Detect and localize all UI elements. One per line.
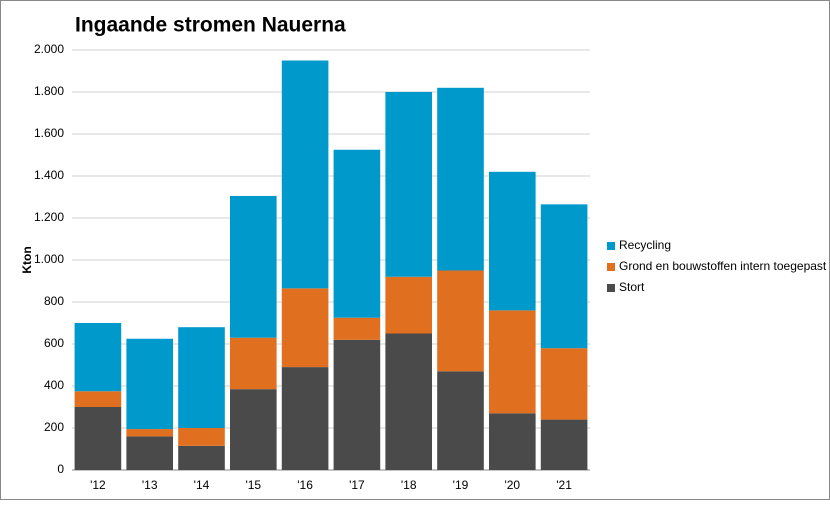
x-tick-label: '15 (245, 478, 261, 492)
bar-segment (540, 419, 588, 470)
bar-segment (333, 149, 381, 318)
y-tick-label: 2.000 (34, 42, 64, 56)
x-tick-label: '19 (453, 478, 469, 492)
y-tick-label: 1.200 (34, 210, 64, 224)
chart-title: Ingaande stromen Nauerna (75, 14, 346, 37)
y-tick-label: 1.800 (34, 84, 64, 98)
y-tick-label: 1.600 (34, 126, 64, 140)
bar-segment (540, 348, 588, 420)
bar-segment (385, 92, 433, 277)
bar-segment (74, 407, 122, 470)
x-tick-label: '16 (297, 478, 313, 492)
bar-segment (178, 445, 225, 470)
y-tick-label: 400 (44, 378, 64, 392)
bar-segment (229, 337, 277, 390)
bar-segment (178, 428, 225, 446)
bar-segment (488, 310, 536, 414)
y-tick-label: 1.400 (34, 168, 64, 182)
bar-segment (488, 171, 536, 311)
bar-segment (281, 367, 329, 470)
x-tick-label: '18 (401, 478, 417, 492)
legend-label: Recycling (619, 238, 671, 252)
y-axis-label: Kton (20, 246, 34, 273)
y-tick-label: 800 (44, 294, 64, 308)
bar-segment (333, 317, 381, 340)
y-tick-label: 1.000 (34, 252, 64, 266)
bar-segment (126, 436, 174, 470)
bar-segment (126, 429, 174, 437)
x-tick-label: '20 (504, 478, 520, 492)
bar-segment (178, 327, 225, 428)
bar-segment (385, 276, 433, 334)
bar-segment (333, 339, 381, 470)
legend-label: Grond en bouwstoffen intern toegepast (619, 259, 827, 273)
bar-segment (74, 323, 122, 392)
legend-swatch (607, 263, 615, 271)
bar-segment (229, 195, 277, 338)
y-tick-label: 0 (57, 462, 64, 476)
x-tick-label: '17 (349, 478, 365, 492)
y-tick-label: 200 (44, 420, 64, 434)
bar-segment (126, 338, 174, 430)
legend-swatch (607, 242, 615, 250)
bar-segment (74, 391, 122, 407)
bar-segment (229, 389, 277, 470)
bar-segment (540, 204, 588, 349)
x-tick-label: '14 (194, 478, 210, 492)
bar-segment (437, 371, 484, 470)
bar-segment (437, 87, 484, 271)
y-tick-label: 600 (44, 336, 64, 350)
x-tick-label: '13 (142, 478, 158, 492)
x-tick-label: '21 (556, 478, 572, 492)
bar-segment (488, 413, 536, 470)
x-tick-label: '12 (90, 478, 106, 492)
bar-segment (281, 288, 329, 368)
bar-segment (281, 60, 329, 289)
legend-swatch (607, 284, 615, 292)
bar-segment (385, 333, 433, 470)
legend-label: Stort (619, 280, 645, 294)
bar-segment (437, 270, 484, 372)
